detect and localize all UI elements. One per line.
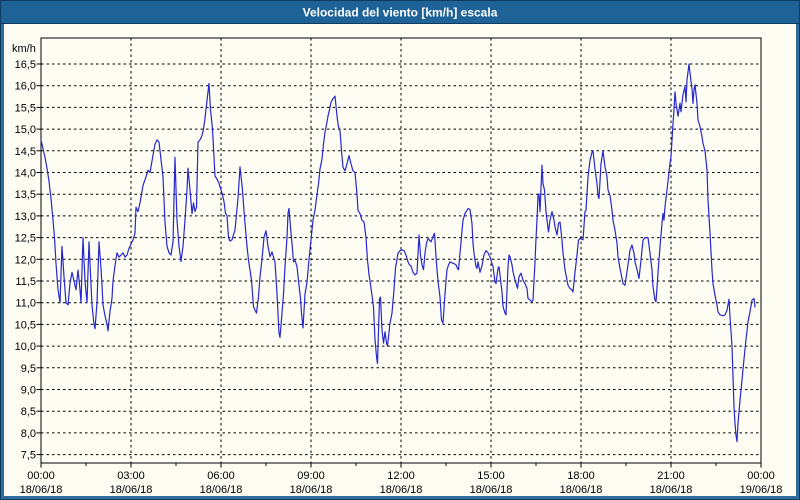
x-tick-time-label: 12:00 <box>387 470 415 482</box>
y-tick-label: 9,0 <box>21 385 36 397</box>
plot-area: 16,5 16,0 15,5 15,0 14,5 14,0 13,5 13,0 12,5 12,0… <box>12 37 783 496</box>
x-tick-date-label: 18/06/18 <box>200 484 243 496</box>
axis-frame <box>40 37 762 464</box>
wind-speed-line <box>40 63 756 443</box>
y-tick-label: 10,0 <box>15 341 36 353</box>
x-tick-time-label: 00:00 <box>747 470 775 482</box>
x-tick-time-label: 06:00 <box>207 470 235 482</box>
y-tick-label: 14,5 <box>15 146 36 158</box>
y-axis-unit-label: km/h <box>12 43 36 55</box>
y-tick-label: 15,0 <box>15 124 36 136</box>
y-tick-label: 9,5 <box>21 363 36 375</box>
y-tick-label: 11,0 <box>15 298 36 310</box>
y-tick-label: 8,5 <box>21 406 36 418</box>
x-tick-date-label: 18/06/18 <box>650 484 693 496</box>
x-tick-date-label: 18/06/18 <box>110 484 153 496</box>
x-tick-time-label: 03:00 <box>117 470 145 482</box>
y-tick-label: 12,0 <box>15 254 36 266</box>
chart-title: Velocidad del viento [km/h] escala <box>303 6 498 20</box>
x-tick-date-label: 18/06/18 <box>560 484 603 496</box>
x-tick-time-label: 21:00 <box>657 470 685 482</box>
x-tick-time-label: 15:00 <box>477 470 505 482</box>
x-tick-time-label: 00:00 <box>27 470 55 482</box>
x-tick-date-label: 19/06/18 <box>740 484 783 496</box>
title-bar <box>1 1 799 23</box>
y-tick-label: 16,5 <box>15 59 36 71</box>
y-tick-label: 10,5 <box>15 319 36 331</box>
y-tick-label: 12,5 <box>15 233 36 245</box>
x-tick-date-label: 18/06/18 <box>20 484 63 496</box>
y-tick-label: 7,5 <box>21 450 36 462</box>
y-tick-label: 16,0 <box>15 81 36 93</box>
y-tick-label: 13,0 <box>15 211 36 223</box>
y-tick-label: 15,5 <box>15 102 36 114</box>
x-tick-time-label: 18:00 <box>567 470 595 482</box>
y-tick-label: 11,5 <box>15 276 36 288</box>
x-tick-date-label: 18/06/18 <box>380 484 423 496</box>
x-tick-time-label: 09:00 <box>297 470 325 482</box>
y-tick-label: 14,0 <box>15 168 36 180</box>
x-tick-date-label: 18/06/18 <box>290 484 333 496</box>
y-tick-label: 13,5 <box>15 189 36 201</box>
y-tick-label: 8,0 <box>21 428 36 440</box>
x-tick-date-label: 18/06/18 <box>470 484 513 496</box>
